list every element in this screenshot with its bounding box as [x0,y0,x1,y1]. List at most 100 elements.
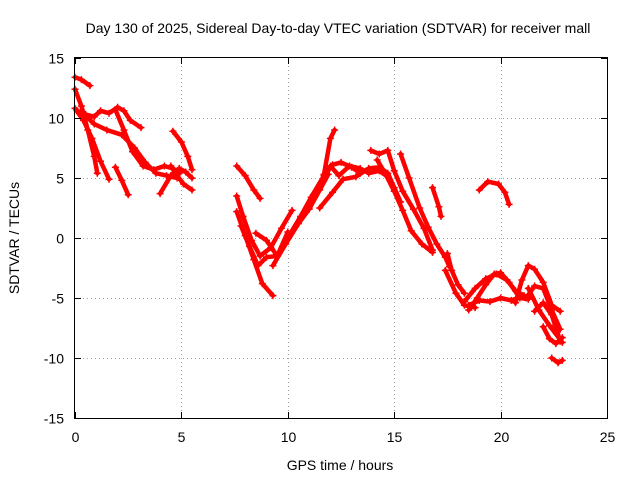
series-arc-25 [443,250,468,297]
series-line [234,163,263,201]
data-point [326,162,334,170]
data-point [501,188,509,196]
series-line [526,286,565,345]
data-point [256,194,264,202]
data-point [250,186,258,194]
data-point [382,170,390,178]
series-arc-05 [82,112,181,182]
data-point [90,113,98,121]
series-arc-08 [156,164,196,198]
data-point [339,175,347,183]
data-point [188,166,196,174]
data-point [552,340,560,348]
data-point [356,164,364,172]
data-series [71,73,566,367]
data-point [495,180,502,188]
data-point [82,112,90,120]
data-point [182,168,190,176]
series-line [398,151,452,270]
data-point [435,203,443,211]
data-point [548,354,556,362]
data-point [263,253,270,261]
data-point [405,174,413,182]
data-point [486,298,494,306]
data-point [233,162,241,170]
data-point [111,106,119,114]
data-point [482,281,490,289]
data-point [424,223,432,231]
data-point [503,276,511,284]
grid-lines [75,58,607,418]
data-point [522,294,530,302]
series-arc-21 [367,146,436,254]
data-point [375,150,383,158]
data-point [548,311,556,319]
series-arc-36 [548,354,566,367]
data-point [80,116,87,124]
y-tick-label: -10 [44,351,64,367]
data-point [512,299,519,307]
data-point [397,150,405,158]
data-point [365,164,373,172]
series-arc-07 [111,163,132,199]
data-point [320,176,328,184]
data-point [539,323,547,331]
data-point [237,222,245,230]
data-point [150,166,158,174]
data-point [448,266,456,274]
data-point [263,236,270,244]
data-point [258,280,266,288]
y-tick-label: 5 [56,171,64,187]
data-point [282,240,290,248]
data-point [384,146,392,154]
data-point [337,158,345,166]
data-point [77,76,85,84]
x-tick-label: 5 [178,429,186,445]
data-point [484,178,492,186]
data-point [175,164,183,172]
series-line [168,163,195,193]
data-point [177,138,185,146]
y-tick-label: -15 [44,411,64,427]
series-arc-22 [373,156,436,256]
x-axis-label: GPS time / hours [287,457,394,473]
data-point [188,174,196,182]
series-arc-29 [465,292,534,309]
series-line [430,185,444,219]
data-point [507,296,515,304]
data-point [269,262,277,270]
data-point [329,188,336,196]
data-point [269,292,277,300]
data-point [441,266,449,274]
data-point [252,229,260,237]
data-point [118,176,126,184]
data-point [429,184,436,192]
data-point [471,284,479,292]
series-arc-09 [167,162,196,194]
series-arc-30 [475,178,513,208]
data-point [482,275,490,283]
data-point [241,172,249,180]
data-point [137,124,145,132]
data-point [465,301,473,309]
data-point [460,289,468,297]
data-point [233,192,241,200]
y-axis-label: SDTVAR / TECUs [6,182,22,294]
data-point [126,116,134,124]
data-point [129,148,136,156]
data-point [475,186,483,194]
data-point [454,281,462,289]
axis-ticks: 0 5 10 15 20 25 -15 -10 -5 0 5 10 15 [44,51,616,446]
series-arc-24 [429,184,445,220]
data-point [286,230,294,238]
data-point [452,289,460,297]
data-point [492,270,500,278]
series-arc-18 [320,126,339,178]
data-point [433,240,441,248]
y-tick-label: 10 [48,111,64,127]
data-point [535,306,543,314]
data-point [460,298,468,306]
data-point [111,163,119,171]
data-point [475,296,483,304]
